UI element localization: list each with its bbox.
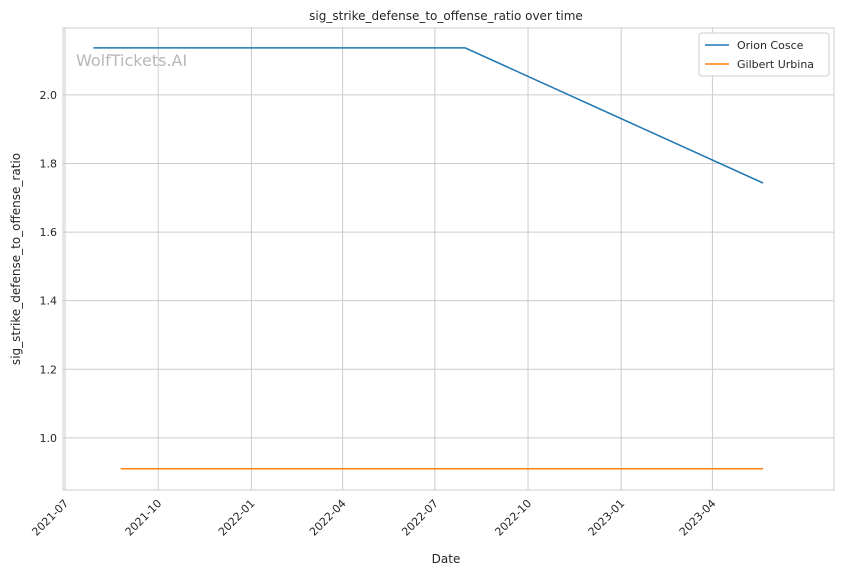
watermark: WolfTickets.AI: [76, 51, 187, 70]
x-axis-label: Date: [432, 552, 461, 566]
x-tick-label: 2022-04: [307, 497, 349, 539]
x-tick-label: 2023-04: [677, 497, 719, 539]
x-tick-label: 2022-01: [216, 497, 258, 539]
chart-title: sig_strike_defense_to_offense_ratio over…: [309, 9, 583, 23]
x-tick-labels: 2021-07 2021-10 2022-01 2022-04 2022-07 2022-…: [29, 497, 718, 539]
x-tick-label: 2022-07: [399, 497, 441, 539]
y-tick-label: 2.0: [40, 89, 58, 102]
x-tick-label: 2023-01: [586, 497, 628, 539]
grid: [63, 28, 834, 490]
legend: Orion Cosce Gilbert Urbina: [698, 32, 830, 77]
x-tick-label: 2022-10: [492, 497, 534, 539]
legend-label: Gilbert Urbina: [737, 58, 814, 71]
y-tick-labels: 1.0 1.2 1.4 1.6 1.8 2.0: [40, 89, 58, 445]
y-tick-label: 1.2: [40, 363, 58, 376]
y-axis-label: sig_strike_defense_to_offense_ratio: [9, 153, 23, 365]
series-line-0: [93, 47, 764, 184]
x-tick-label: 2021-10: [123, 497, 165, 539]
y-tick-label: 1.6: [40, 226, 58, 239]
plot-area-frame: [62, 27, 835, 491]
series-lines: [93, 47, 764, 470]
legend-box: [698, 32, 830, 77]
x-tick-label: 2021-07: [29, 497, 71, 539]
y-tick-label: 1.8: [40, 157, 58, 170]
legend-label: Orion Cosce: [737, 39, 804, 52]
y-tick-label: 1.0: [40, 432, 58, 445]
y-tick-label: 1.4: [40, 295, 58, 308]
